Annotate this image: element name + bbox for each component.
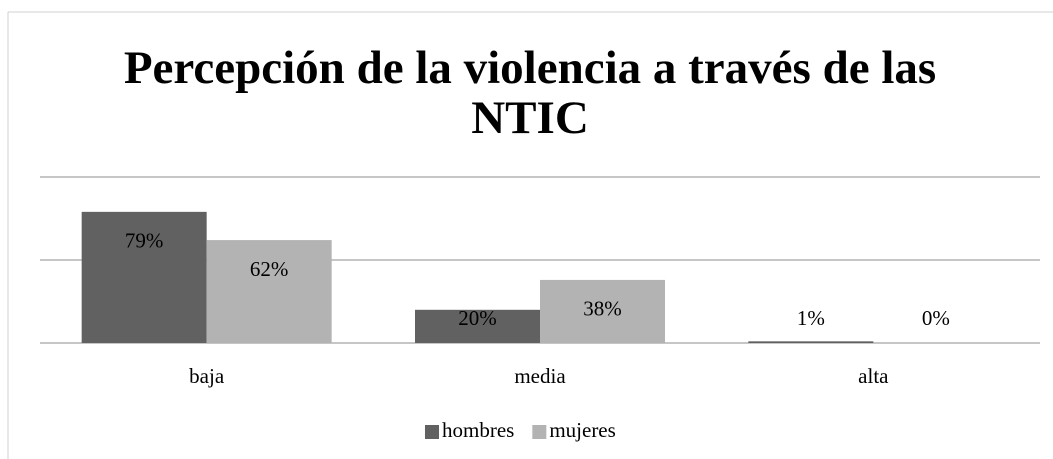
- legend-swatch: [425, 425, 439, 439]
- x-tick-label: alta: [858, 364, 889, 388]
- data-label: 79%: [125, 229, 164, 253]
- data-label: 0%: [922, 306, 950, 330]
- data-label: 20%: [458, 306, 497, 330]
- data-label: 62%: [250, 257, 289, 281]
- x-tick-label: media: [514, 364, 566, 388]
- bar: [415, 309, 540, 343]
- x-tick-label: baja: [189, 364, 225, 388]
- bar: [81, 211, 207, 343]
- legend-label: hombres: [442, 418, 514, 442]
- data-label: 1%: [797, 306, 825, 330]
- bar: [748, 341, 874, 343]
- legend-swatch: [532, 425, 547, 439]
- chart-title: Percepción de la violencia a través de l…: [124, 42, 936, 94]
- legend-label: mujeres: [549, 418, 615, 442]
- data-label: 38%: [583, 297, 622, 321]
- bar: [540, 279, 665, 343]
- chart-title: NTIC: [471, 92, 589, 144]
- bar: [206, 240, 332, 343]
